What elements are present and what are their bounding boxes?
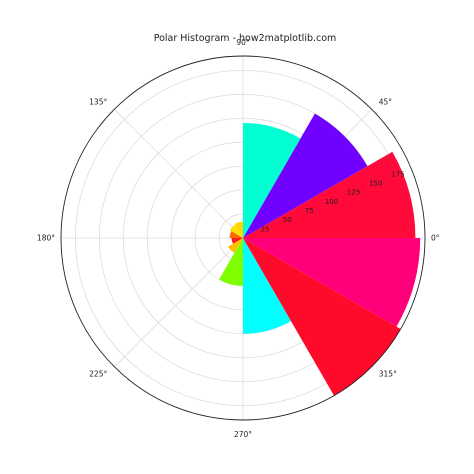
angle-tick-labels: 0° 45° 90° 135° 180° 225° 270° 315° — [37, 38, 440, 439]
angle-tick-label-135: 135° — [89, 98, 107, 107]
histogram-bar-120 — [229, 224, 243, 238]
histogram-bar-210 — [228, 238, 243, 253]
polar-frame — [60, 55, 426, 421]
histogram-bar-300 — [243, 238, 401, 396]
grid-spoke-225 — [114, 237, 244, 367]
grid-spoke-135 — [114, 109, 244, 239]
histogram-bars — [219, 113, 421, 396]
histogram-bar-150 — [229, 231, 243, 238]
angle-tick-label-180: 180° — [37, 234, 55, 243]
histogram-bar-240 — [219, 238, 243, 286]
angle-tick-label-90: 90° — [236, 38, 250, 47]
histogram-bar-270 — [243, 238, 291, 334]
radial-tick-label-25: 25 — [261, 225, 270, 233]
polar-outer-circle — [60, 55, 426, 421]
radial-tick-label-50: 50 — [283, 216, 292, 224]
radial-tick-labels: 25 50 75 100 125 150 175 — [261, 170, 405, 233]
histogram-bar-60 — [243, 123, 301, 238]
histogram-bar-90 — [234, 221, 243, 238]
radial-tick-label-175: 175 — [391, 170, 404, 178]
radial-tick-label-125: 125 — [347, 189, 360, 197]
radial-tick-label-150: 150 — [369, 180, 382, 188]
angle-tick-label-270: 270° — [234, 430, 252, 439]
chart-title: Polar Histogram - how2matplotlib.com — [154, 33, 337, 44]
angle-tick-label-225: 225° — [89, 369, 107, 378]
histogram-bar-0 — [243, 151, 416, 238]
histogram-bar-180 — [231, 238, 243, 244]
angle-tick-label-45: 45° — [379, 98, 393, 107]
histogram-bar-30 — [243, 113, 368, 238]
radial-tick-label-75: 75 — [305, 207, 314, 215]
angle-tick-label-0: 0° — [431, 234, 440, 243]
angle-tick-label-315: 315° — [379, 369, 397, 378]
histogram-bar-330 — [243, 238, 421, 327]
radial-tick-label-100: 100 — [325, 198, 338, 206]
